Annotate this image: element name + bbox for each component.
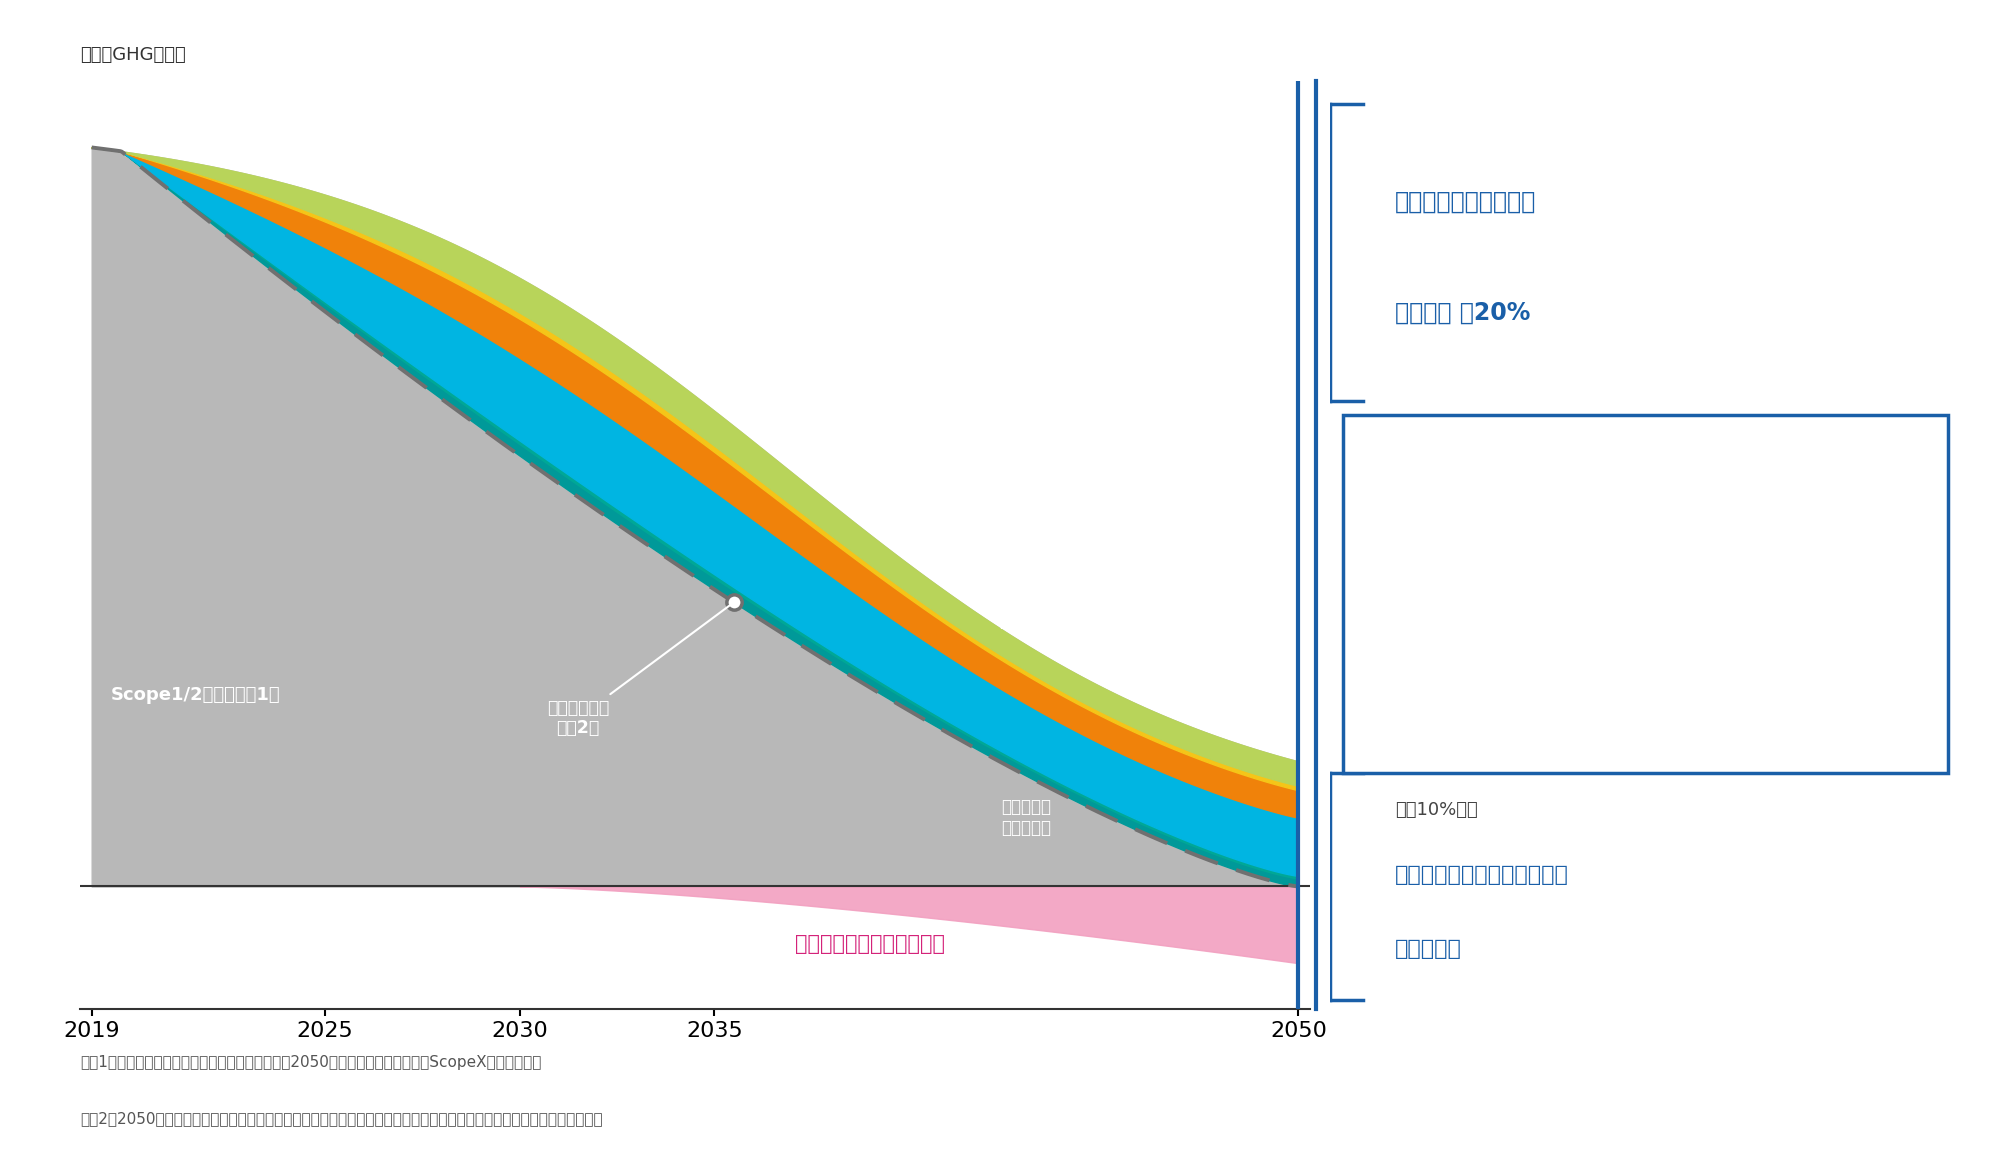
Text: （註1）対象範囲：弊社に半社全ての連結子会社。2050年のネットゼロ目標にはScopeXも含みます。: （註1）対象範囲：弊社に半社全ての連結子会社。2050年のネットゼロ目標にはSc… [80, 1054, 542, 1070]
FancyBboxPatch shape [1344, 415, 1948, 773]
Text: ネガティブ・エミッションに: ネガティブ・エミッションに [1396, 864, 1568, 885]
Text: アンモニア・水素
による削減: アンモニア・水素 による削減 [982, 590, 1068, 630]
Text: 約70%: 約70% [1396, 645, 1466, 668]
Text: （註2）2050年までの途中年における排出量算出においては、ネガティブ・エミッションによるオフセットは行いません。: （註2）2050年までの途中年における排出量算出においては、ネガティブ・エミッシ… [80, 1111, 602, 1126]
Text: LNG・メタノール→
e/バイオ メタン・メタノール
による削減: LNG・メタノール→ e/バイオ メタン・メタノール による削減 [954, 415, 1098, 476]
Text: ネット排出量
（註2）: ネット排出量 （註2） [548, 604, 732, 738]
Text: 効率改善 約20%: 効率改善 約20% [1396, 302, 1530, 325]
Text: ネガティブ・エミッション: ネガティブ・エミッション [796, 934, 946, 954]
Text: 縦軸：GHG排出量: 縦軸：GHG排出量 [80, 46, 186, 65]
Text: 風力推進を中心とした: 風力推進を中心とした [1396, 190, 1536, 213]
Text: Scope1/2排出量（註1）: Scope1/2排出量（註1） [112, 686, 280, 704]
Text: クリーンエネルギーの導入: クリーンエネルギーの導入 [1396, 515, 1564, 538]
Text: よる中立化: よる中立化 [1396, 938, 1462, 959]
Text: バイオ燃料
による削減: バイオ燃料 による削減 [1000, 798, 1050, 836]
Text: 残存10%未満: 残存10%未満 [1396, 800, 1478, 819]
Text: 効率運航・省エネ設備導入
による削減: 効率運航・省エネ設備導入 による削減 [964, 254, 1088, 292]
